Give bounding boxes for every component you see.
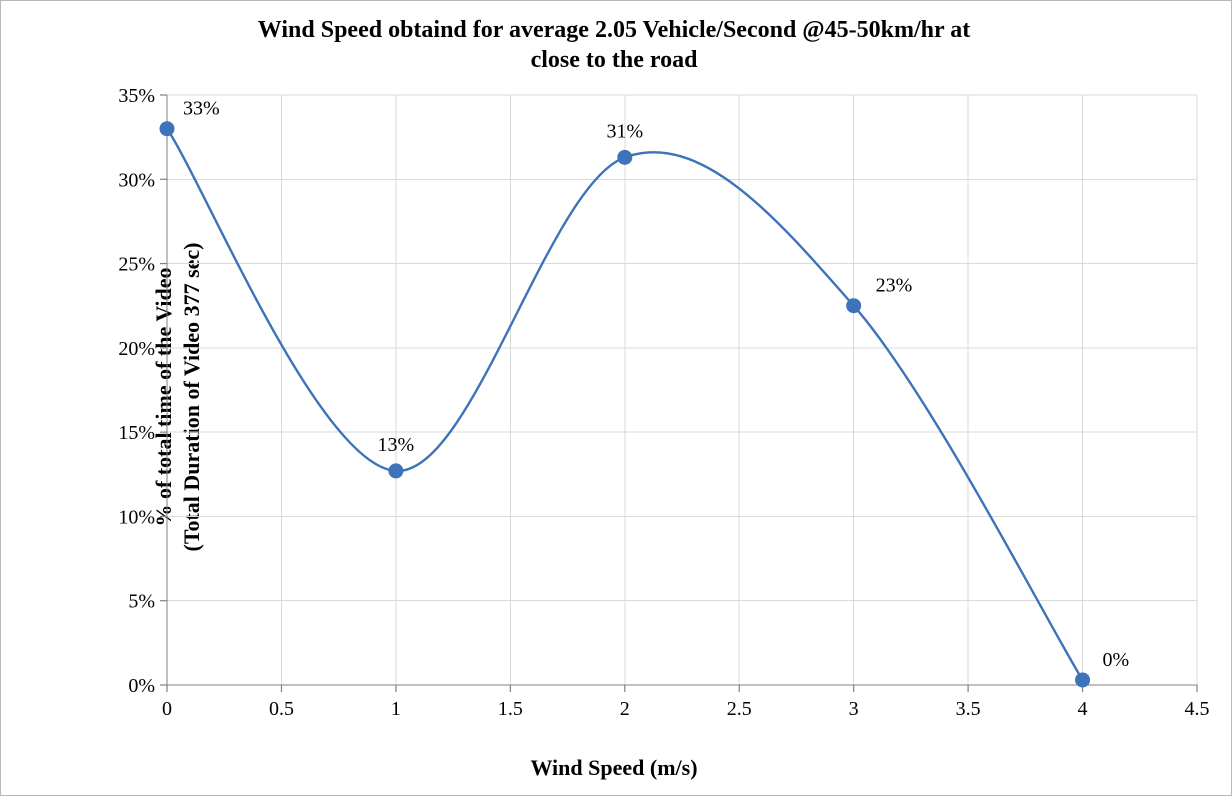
data-marker bbox=[160, 121, 175, 136]
data-label: 13% bbox=[378, 434, 415, 456]
chart-inner: Wind Speed obtaind for average 2.05 Vehi… bbox=[11, 9, 1217, 785]
x-axis-label: Wind Speed (m/s) bbox=[11, 755, 1217, 781]
svg-text:3.5: 3.5 bbox=[956, 698, 981, 720]
data-marker bbox=[617, 150, 632, 165]
svg-text:10%: 10% bbox=[118, 506, 155, 528]
plot-area: 0 0.5 1 1.5 2 2.5 3 3.5 4 4.5 0% 5% 10% 15% 20% 25% 30% 3… bbox=[107, 75, 1217, 745]
svg-text:3: 3 bbox=[849, 698, 859, 720]
svg-text:4: 4 bbox=[1078, 698, 1088, 720]
svg-text:2: 2 bbox=[620, 698, 630, 720]
svg-text:30%: 30% bbox=[118, 169, 155, 191]
chart-frame: Wind Speed obtaind for average 2.05 Vehi… bbox=[0, 0, 1232, 796]
data-label: 33% bbox=[183, 98, 220, 120]
data-label: 0% bbox=[1103, 649, 1130, 671]
svg-text:2.5: 2.5 bbox=[727, 698, 752, 720]
svg-text:0: 0 bbox=[162, 698, 172, 720]
svg-text:35%: 35% bbox=[118, 85, 155, 107]
svg-text:0%: 0% bbox=[128, 675, 155, 697]
svg-text:1.5: 1.5 bbox=[498, 698, 523, 720]
svg-text:25%: 25% bbox=[118, 254, 155, 276]
data-label: 23% bbox=[876, 275, 913, 297]
svg-text:15%: 15% bbox=[118, 422, 155, 444]
svg-text:4.5: 4.5 bbox=[1185, 698, 1210, 720]
svg-text:5%: 5% bbox=[128, 591, 155, 613]
svg-text:1: 1 bbox=[391, 698, 401, 720]
data-label: 31% bbox=[606, 120, 643, 142]
data-marker bbox=[846, 298, 861, 313]
chart-title: Wind Speed obtaind for average 2.05 Vehi… bbox=[11, 15, 1217, 75]
svg-text:20%: 20% bbox=[118, 338, 155, 360]
data-marker bbox=[388, 463, 403, 478]
data-marker bbox=[1075, 672, 1090, 687]
svg-text:0.5: 0.5 bbox=[269, 698, 294, 720]
